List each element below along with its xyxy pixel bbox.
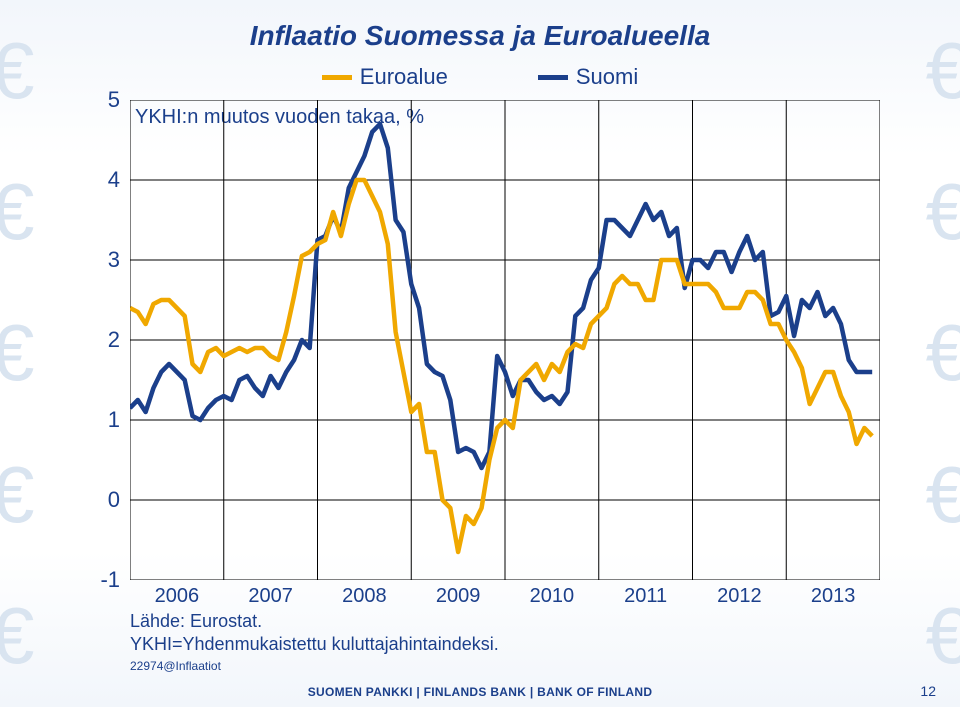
x-tick-label: 2011 (624, 585, 667, 608)
y-tick-label: 4 (80, 167, 120, 193)
x-tick-label: 2013 (811, 585, 856, 608)
legend-item-euroalue: Euroalue (322, 64, 448, 90)
swatch-euroalue (322, 75, 352, 80)
watermark-right: €€€€€ (926, 0, 960, 707)
x-tick-label: 2008 (342, 585, 387, 608)
legend-label-euroalue: Euroalue (360, 64, 448, 90)
legend-item-suomi: Suomi (538, 64, 638, 90)
y-tick-label: 5 (80, 87, 120, 113)
y-tick-label: -1 (80, 567, 120, 593)
y-tick-label: 1 (80, 407, 120, 433)
y-tick-label: 2 (80, 327, 120, 353)
slide: €€€€€ €€€€€ Inflaatio Suomessa ja Euroal… (0, 0, 960, 707)
plot (130, 100, 880, 580)
y-tick-label: 3 (80, 247, 120, 273)
footer-bar: SUOMEN PANKKI | FINLANDS BANK | BANK OF … (0, 685, 960, 699)
chart-id: 22974@Inflaatiot (130, 659, 499, 674)
x-tick-label: 2006 (155, 585, 200, 608)
y-tick-label: 0 (80, 487, 120, 513)
source-note: Lähde: Eurostat. (130, 610, 499, 633)
legend: Euroalue Suomi (0, 64, 960, 90)
chart-title: Inflaatio Suomessa ja Euroalueella (0, 20, 960, 52)
x-tick-label: 2012 (717, 585, 762, 608)
page-number: 12 (920, 683, 936, 699)
chart-svg (130, 100, 880, 580)
watermark-left: €€€€€ (0, 0, 35, 707)
x-tick-label: 2009 (436, 585, 481, 608)
legend-label-suomi: Suomi (576, 64, 638, 90)
chart-area: YKHI:n muutos vuoden takaa, % -1012345 2… (80, 100, 880, 580)
definition-note: YKHI=Yhdenmukaistettu kuluttajahintainde… (130, 633, 499, 656)
swatch-suomi (538, 75, 568, 80)
x-tick-label: 2010 (530, 585, 575, 608)
x-tick-label: 2007 (248, 585, 293, 608)
footer-notes: Lähde: Eurostat. YKHI=Yhdenmukaistettu k… (130, 610, 499, 674)
